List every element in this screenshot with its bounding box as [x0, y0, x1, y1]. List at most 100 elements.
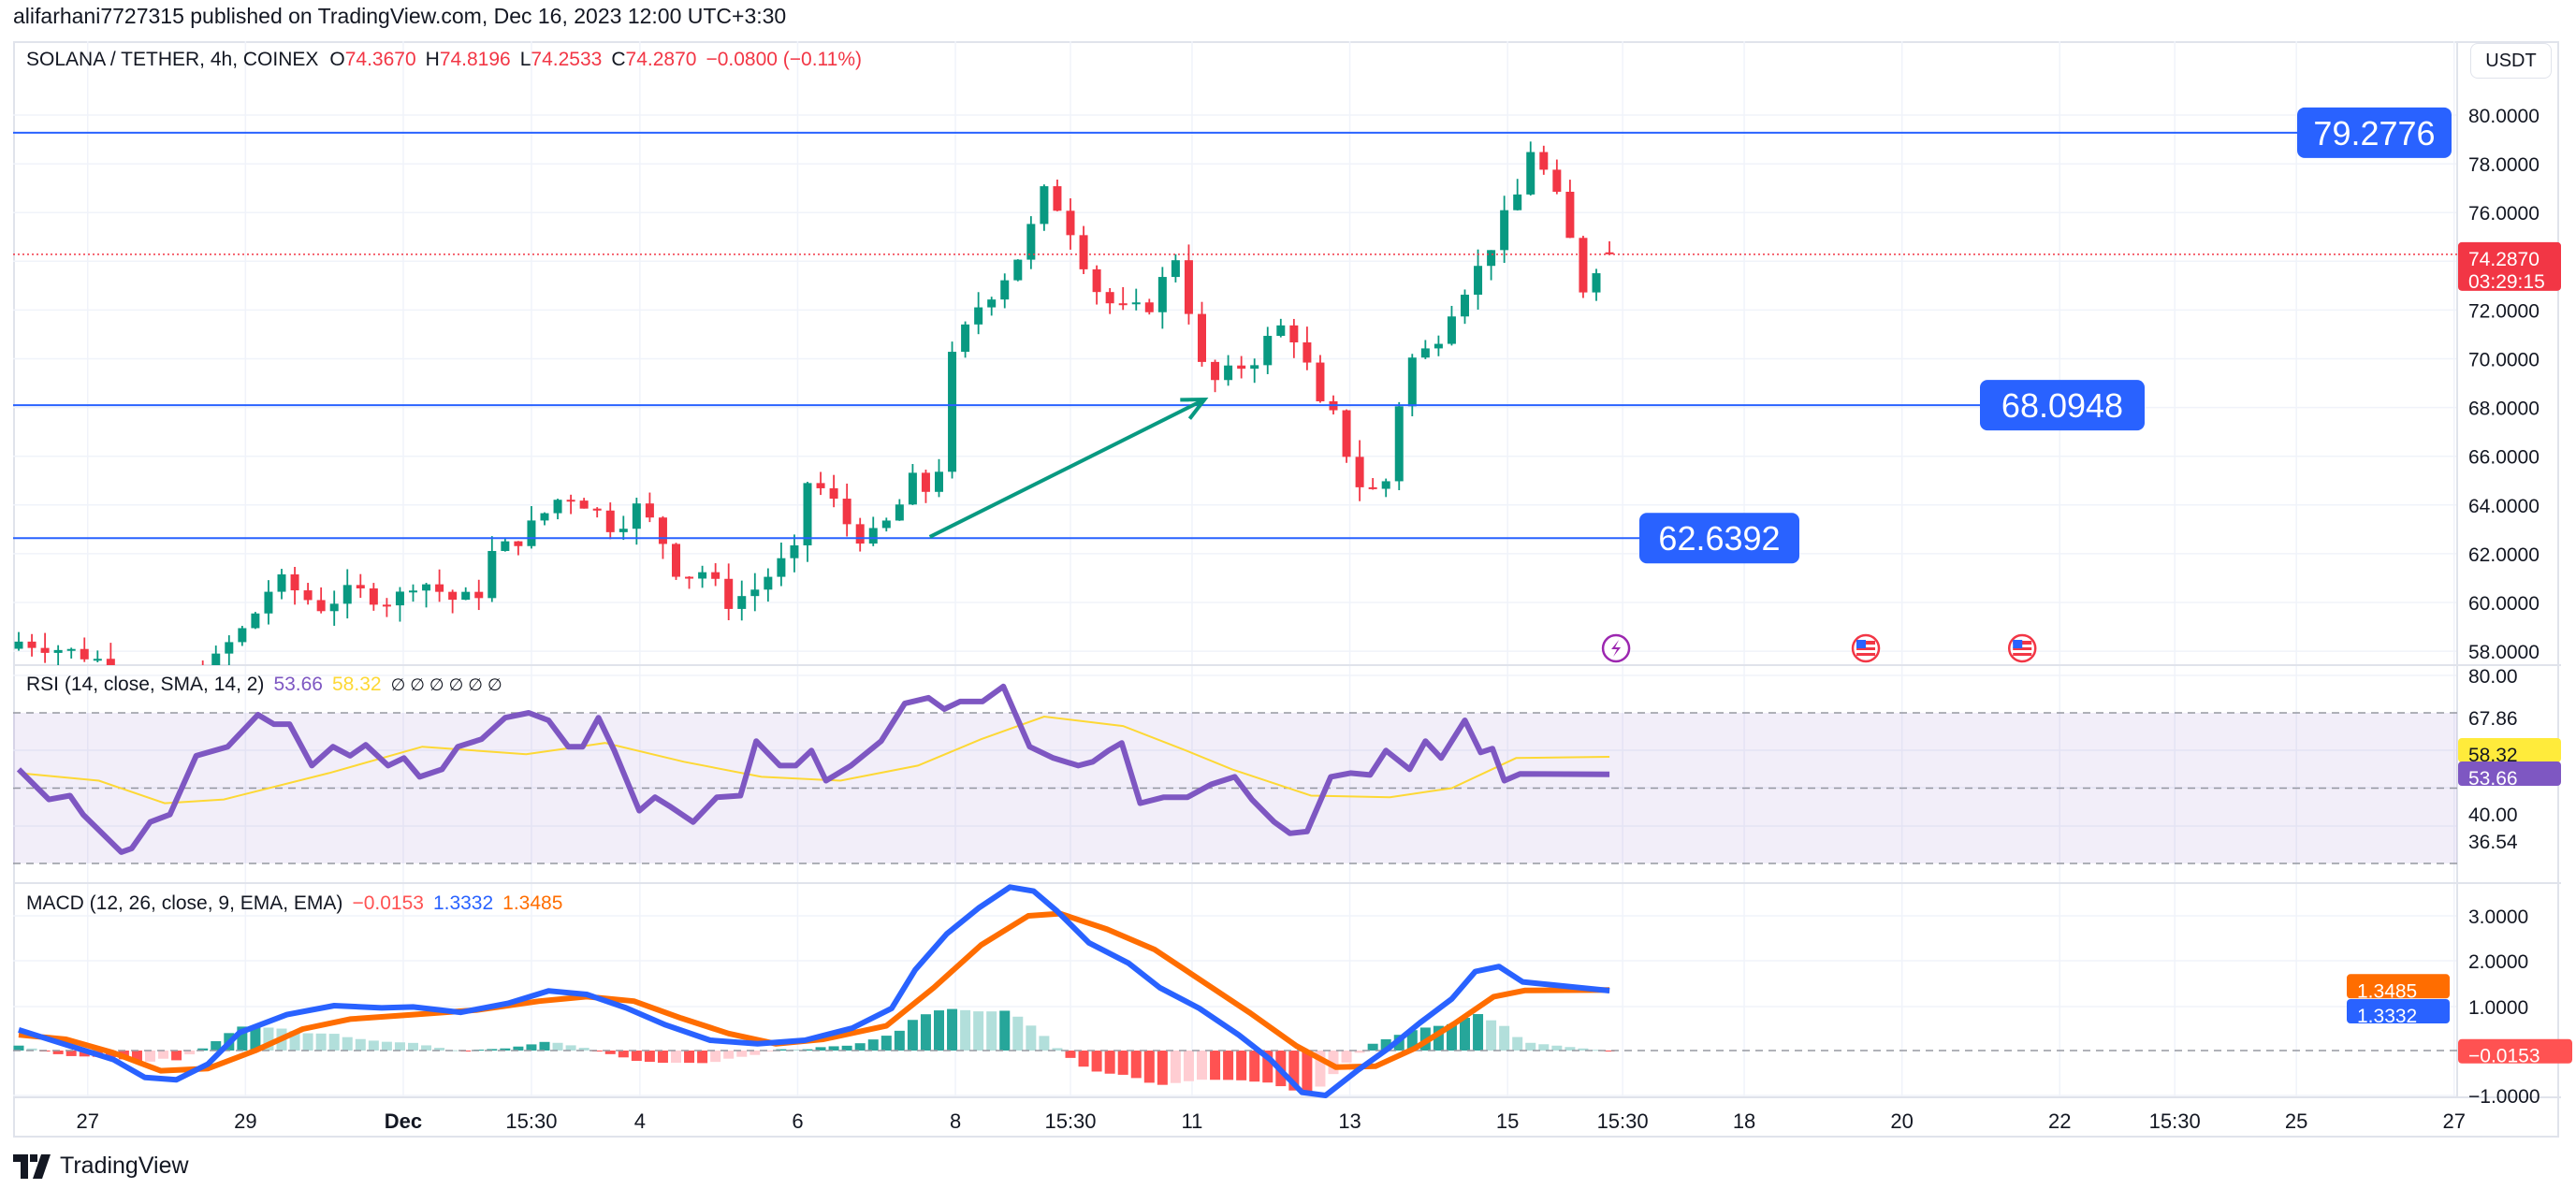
candle[interactable]: [514, 541, 523, 556]
candle[interactable]: [316, 587, 326, 614]
candle[interactable]: [750, 573, 760, 612]
candle[interactable]: [1000, 273, 1010, 309]
candle[interactable]: [868, 516, 878, 546]
candle[interactable]: [592, 507, 602, 518]
candle[interactable]: [1079, 225, 1088, 274]
candle[interactable]: [803, 481, 812, 562]
candle[interactable]: [80, 637, 89, 662]
tradingview-logo[interactable]: TradingView: [13, 1153, 189, 1180]
candle[interactable]: [921, 470, 930, 503]
time-axis[interactable]: 27 29 Dec 15:30 4 6 8 15:30 11 13 15 15:30 18 20 22 15:…: [77, 1109, 2466, 1133]
candle[interactable]: [1157, 267, 1167, 329]
candle[interactable]: [1526, 141, 1535, 196]
candle[interactable]: [527, 506, 536, 549]
candle[interactable]: [1224, 355, 1233, 386]
candle[interactable]: [1434, 335, 1443, 356]
candle[interactable]: [974, 292, 983, 335]
candle[interactable]: [961, 321, 970, 358]
candle[interactable]: [211, 645, 221, 682]
candle[interactable]: [1013, 259, 1023, 282]
candle[interactable]: [342, 569, 352, 619]
candle[interactable]: [1579, 236, 1588, 298]
candle[interactable]: [724, 563, 734, 620]
candle[interactable]: [645, 492, 654, 523]
candle[interactable]: [672, 543, 680, 580]
horizontal-line[interactable]: 62.6392: [13, 513, 1799, 564]
candle[interactable]: [1461, 289, 1469, 325]
candle[interactable]: [935, 458, 943, 498]
candle[interactable]: [1368, 478, 1377, 490]
candle[interactable]: [908, 463, 917, 505]
candle[interactable]: [238, 625, 247, 646]
candle[interactable]: [1053, 179, 1062, 211]
candle[interactable]: [1487, 250, 1496, 281]
trend-arrow[interactable]: [928, 397, 1209, 539]
candle[interactable]: [829, 474, 838, 508]
candle[interactable]: [619, 515, 628, 541]
candle[interactable]: [790, 534, 799, 573]
candle[interactable]: [842, 483, 851, 537]
rsi-legend[interactable]: RSI (14, close, SMA, 14, 2) 53.66 58.32 ∅ ∅…: [26, 674, 512, 696]
candle[interactable]: [1171, 254, 1180, 283]
candle[interactable]: [106, 643, 115, 690]
candle[interactable]: [1552, 159, 1562, 195]
candle[interactable]: [501, 538, 510, 552]
candle[interactable]: [1565, 180, 1575, 239]
candle[interactable]: [53, 645, 63, 666]
candle[interactable]: [1237, 355, 1246, 379]
candle[interactable]: [356, 573, 365, 599]
candle[interactable]: [1500, 196, 1509, 264]
candle[interactable]: [474, 579, 484, 611]
candle[interactable]: [764, 568, 773, 602]
candle[interactable]: [566, 494, 575, 515]
candle[interactable]: [1381, 478, 1390, 498]
candle[interactable]: [1118, 286, 1128, 311]
candle[interactable]: [488, 536, 497, 602]
candle[interactable]: [1447, 305, 1456, 346]
candle[interactable]: [93, 650, 102, 663]
symbol-legend[interactable]: SOLANA / TETHER, 4h, COINEX O74.3670 H74.8…: [26, 49, 871, 71]
candle[interactable]: [1066, 198, 1075, 250]
candle[interactable]: [855, 517, 865, 552]
candle[interactable]: [737, 580, 747, 621]
candle[interactable]: [369, 583, 378, 611]
candle[interactable]: [1198, 301, 1206, 367]
candle[interactable]: [777, 542, 786, 587]
candle[interactable]: [1105, 287, 1114, 314]
candle[interactable]: [1289, 318, 1299, 358]
candle[interactable]: [1040, 184, 1049, 231]
candle[interactable]: [27, 633, 36, 657]
candle[interactable]: [553, 499, 562, 520]
candle[interactable]: [698, 565, 707, 588]
candle[interactable]: [1592, 268, 1601, 301]
candle[interactable]: [1303, 326, 1312, 370]
candle[interactable]: [448, 589, 458, 614]
candle[interactable]: [685, 576, 694, 589]
candle[interactable]: [1092, 265, 1101, 305]
candle[interactable]: [1355, 440, 1364, 501]
candle[interactable]: [1474, 249, 1483, 310]
candle[interactable]: [1276, 318, 1286, 338]
candle[interactable]: [987, 297, 997, 316]
candle[interactable]: [1539, 145, 1549, 175]
candle[interactable]: [40, 632, 50, 663]
candle[interactable]: [1184, 244, 1193, 325]
candle[interactable]: [1026, 216, 1036, 269]
candle[interactable]: [395, 587, 404, 622]
candle[interactable]: [1605, 240, 1614, 255]
candle[interactable]: [461, 587, 471, 601]
candle[interactable]: [1211, 359, 1220, 393]
candle[interactable]: [382, 598, 391, 617]
candle[interactable]: [605, 502, 615, 540]
candle[interactable]: [14, 631, 23, 651]
candle[interactable]: [264, 580, 273, 625]
candle[interactable]: [1144, 298, 1154, 315]
candle[interactable]: [1513, 179, 1522, 211]
horizontal-line[interactable]: 68.0948: [13, 380, 2145, 431]
candle[interactable]: [1342, 409, 1351, 463]
candle[interactable]: [66, 647, 76, 659]
candle[interactable]: [1420, 340, 1430, 359]
candle[interactable]: [198, 660, 207, 682]
candle[interactable]: [303, 583, 313, 605]
candle[interactable]: [816, 471, 825, 496]
